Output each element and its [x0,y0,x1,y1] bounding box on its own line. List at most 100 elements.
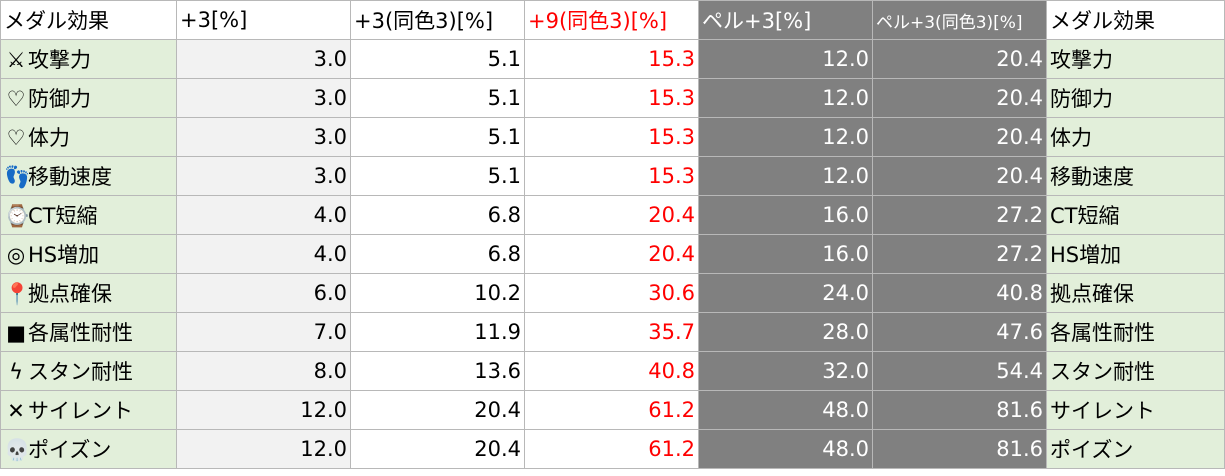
effect-name-cell: ♡ 体力 [0,117,177,157]
effect-name-right: ポイズン [1046,429,1225,469]
pel-plus3-value: 28.0 [698,312,873,352]
plus3-same-color-value: 6.8 [350,195,525,235]
plus9-same-color-value: 61.2 [524,390,699,430]
plus3-same-color-value: 6.8 [350,234,525,274]
effect-name-cell: ϟ スタン耐性 [0,351,177,391]
pel-plus3-same-color-value: 81.6 [872,429,1047,469]
plus3-value: 7.0 [176,312,351,352]
plus3-value: 3.0 [176,156,351,196]
effect-name: HS増加 [28,243,100,267]
table-row: 📍拠点確保 6.0 10.2 30.6 24.0 40.8 拠点確保 [0,273,1225,313]
plus9-same-color-value: 15.3 [524,156,699,196]
effect-name-right: HS増加 [1046,234,1225,274]
target-icon: ◎ [6,243,26,267]
header-plus3: +3[%] [176,0,351,40]
plus3-same-color-value: 5.1 [350,117,525,157]
cross-icon: ✕ [7,399,25,423]
effect-name: 防御力 [28,87,91,111]
pel-plus3-value: 12.0 [698,39,873,79]
pel-plus3-value: 12.0 [698,78,873,118]
pel-plus3-same-color-value: 81.6 [872,390,1047,430]
table-row: ⌚CT短縮 4.0 6.8 20.4 16.0 27.2 CT短縮 [0,195,1225,235]
plus9-same-color-value: 15.3 [524,39,699,79]
square-icon: ■ [6,321,26,345]
pin-icon: 📍 [4,282,31,306]
plus3-same-color-value: 10.2 [350,273,525,313]
header-medal-effect-right: メダル効果 [1046,0,1225,40]
plus9-same-color-value: 61.2 [524,429,699,469]
header-pel-plus3-same-color: ペル+3(同色3)[%] [872,0,1047,40]
table-row: ♡ 防御力 3.0 5.1 15.3 12.0 20.4 防御力 [0,78,1225,118]
plus9-same-color-value: 20.4 [524,195,699,235]
effect-name-cell: 📍拠点確保 [0,273,177,313]
plus3-value: 8.0 [176,351,351,391]
plus3-value: 12.0 [176,429,351,469]
effect-name-right: サイレント [1046,390,1225,430]
effect-name-cell: ⌚CT短縮 [0,195,177,235]
effect-name-cell: ✕ サイレント [0,390,177,430]
effect-name: 体力 [28,126,70,150]
table-row: ■各属性耐性 7.0 11.9 35.7 28.0 47.6 各属性耐性 [0,312,1225,352]
effect-name: スタン耐性 [28,360,133,384]
pel-plus3-same-color-value: 20.4 [872,39,1047,79]
pel-plus3-value: 12.0 [698,156,873,196]
effect-name-cell: ♡ 防御力 [0,78,177,118]
plus3-value: 3.0 [176,78,351,118]
effect-name: 拠点確保 [28,282,112,306]
header-row: メダル効果 +3[%] +3(同色3)[%] +9(同色3)[%] ペル+3[%… [0,0,1225,40]
pel-plus3-value: 48.0 [698,429,873,469]
stopwatch-icon: ⌚ [4,204,31,228]
effect-name: サイレント [28,399,133,423]
lightning-icon: ϟ [9,360,23,384]
effect-name-right: スタン耐性 [1046,351,1225,391]
crossed-swords-icon: ⚔ [6,48,26,72]
table-row: 👣移動速度 3.0 5.1 15.3 12.0 20.4 移動速度 [0,156,1225,196]
pel-plus3-same-color-value: 27.2 [872,234,1047,274]
table-row: ✕ サイレント 12.0 20.4 61.2 48.0 81.6 サイレント [0,390,1225,430]
plus3-same-color-value: 13.6 [350,351,525,391]
effect-name: 攻撃力 [28,48,91,72]
effect-name: CT短縮 [28,204,98,228]
plus3-value: 4.0 [176,195,351,235]
plus3-value: 12.0 [176,390,351,430]
pel-plus3-same-color-value: 54.4 [872,351,1047,391]
effect-name-cell: 👣移動速度 [0,156,177,196]
effect-name-cell: ◎ HS増加 [0,234,177,274]
table-row: ϟ スタン耐性 8.0 13.6 40.8 32.0 54.4 スタン耐性 [0,351,1225,391]
pel-plus3-value: 12.0 [698,117,873,157]
table-row: ♡ 体力 3.0 5.1 15.3 12.0 20.4 体力 [0,117,1225,157]
effect-name-cell: ■各属性耐性 [0,312,177,352]
effect-name-right: CT短縮 [1046,195,1225,235]
pel-plus3-value: 24.0 [698,273,873,313]
header-plus9-same-color: +9(同色3)[%] [524,0,699,40]
plus9-same-color-value: 20.4 [524,234,699,274]
table-row: ⚔ 攻撃力 3.0 5.1 15.3 12.0 20.4 攻撃力 [0,39,1225,79]
effect-name: 各属性耐性 [28,321,133,345]
header-medal-effect: メダル効果 [0,0,177,40]
effect-name-cell: 💀ポイズン [0,429,177,469]
plus9-same-color-value: 15.3 [524,78,699,118]
plus3-same-color-value: 20.4 [350,429,525,469]
plus3-value: 3.0 [176,39,351,79]
effect-name-right: 移動速度 [1046,156,1225,196]
plus9-same-color-value: 40.8 [524,351,699,391]
plus9-same-color-value: 15.3 [524,117,699,157]
plus3-same-color-value: 5.1 [350,156,525,196]
effect-name-right: 体力 [1046,117,1225,157]
plus3-value: 4.0 [176,234,351,274]
table-row: 💀ポイズン 12.0 20.4 61.2 48.0 81.6 ポイズン [0,429,1225,469]
header-plus3-same-color: +3(同色3)[%] [350,0,525,40]
plus9-same-color-value: 30.6 [524,273,699,313]
footprints-icon: 👣 [4,165,31,189]
plus3-value: 6.0 [176,273,351,313]
plus9-same-color-value: 35.7 [524,312,699,352]
pel-plus3-same-color-value: 20.4 [872,117,1047,157]
effect-name-cell: ⚔ 攻撃力 [0,39,177,79]
pel-plus3-same-color-value: 47.6 [872,312,1047,352]
pel-plus3-value: 16.0 [698,195,873,235]
plus3-value: 3.0 [176,117,351,157]
effect-name: ポイズン [28,438,112,462]
pel-plus3-same-color-value: 20.4 [872,156,1047,196]
header-pel-plus3: ペル+3[%] [698,0,873,40]
